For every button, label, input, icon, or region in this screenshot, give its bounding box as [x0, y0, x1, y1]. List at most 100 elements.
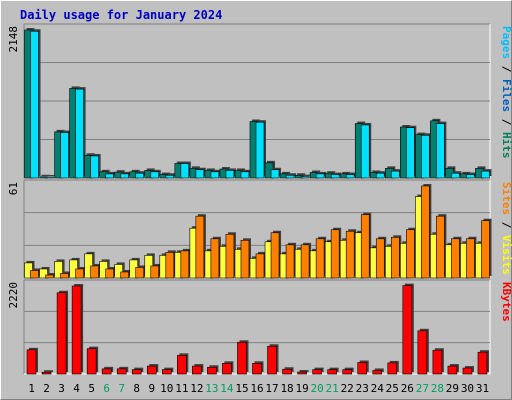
x-tick-label-day-7: 7: [118, 382, 125, 395]
bar-kbytes-kbytes-day-22-face: [342, 369, 352, 375]
bar-hits-pages-day-28-face: [436, 123, 445, 179]
bar-hits-pages-day-12-face: [195, 169, 205, 179]
bar-kbytes-kbytes-day-17-face: [267, 345, 277, 375]
bar-hits-pages-day-10-face: [165, 174, 175, 179]
bar-kbytes-kbytes-day-28-face: [432, 349, 443, 375]
x-tick-label-day-15: 15: [235, 382, 248, 395]
bar-hits-pages-day-13: [210, 169, 221, 179]
bar-kbytes-kbytes-day-14: [222, 361, 234, 375]
bar-hits-pages-day-8: [135, 171, 146, 179]
bar-kbytes-kbytes-day-23-face: [357, 362, 368, 375]
right-label-part: Sites: [500, 182, 512, 215]
panel-kbytes-right-label: KBytes: [500, 282, 512, 322]
bar-hits-pages-day-19-shadow: [303, 174, 312, 176]
x-tick-label-day-9: 9: [148, 382, 155, 395]
bar-kbytes-kbytes-day-24: [372, 368, 384, 375]
bar-hits-pages-day-27: [421, 133, 432, 179]
bar-visits-sites-day-19-face: [300, 244, 310, 279]
bar-hits-pages-day-26: [406, 125, 417, 179]
bar-hits-pages-day-2-shadow: [47, 174, 56, 176]
bar-hits-pages-day-27-face: [421, 134, 430, 179]
bar-hits-hits-day-2-shadow: [41, 174, 50, 176]
bar-kbytes-kbytes-day-25: [387, 360, 399, 375]
bar-kbytes-kbytes-day-27-face: [417, 330, 428, 375]
bar-visits-sites-day-20: [315, 236, 327, 279]
bar-kbytes-kbytes-day-21: [327, 367, 339, 375]
bar-hits-pages-day-4: [75, 87, 86, 179]
bar-kbytes-kbytes-day-26: [402, 283, 414, 375]
bar-kbytes-kbytes-day-19: [297, 370, 309, 375]
x-tick-label-day-4: 4: [73, 382, 80, 395]
bar-hits-pages-day-10: [165, 173, 176, 179]
right-label-part: Visits: [500, 235, 512, 275]
bar-visits-sites-day-11: [180, 248, 191, 279]
x-tick-label-day-25: 25: [386, 382, 399, 395]
x-tick-label-day-24: 24: [371, 382, 385, 395]
bar-hits-pages-day-4-face: [75, 88, 84, 179]
bar-kbytes-kbytes-day-12-face: [192, 365, 202, 375]
bar-hits-pages-day-22-face: [345, 174, 355, 179]
x-tick-label-day-8: 8: [133, 382, 140, 395]
bar-kbytes-kbytes-day-25-face: [387, 362, 398, 375]
x-tick-label-day-11: 11: [175, 382, 188, 395]
bar-hits-pages-day-15: [240, 169, 251, 179]
bar-visits-sites-day-31-face: [481, 220, 490, 279]
bar-kbytes-kbytes-day-9: [146, 364, 159, 375]
bar-hits-hits-day-19-shadow: [297, 173, 306, 176]
bar-hits-pages-day-7-face: [120, 173, 130, 179]
bar-visits-sites-day-25-face: [390, 236, 400, 279]
bar-hits-pages-day-18-face: [285, 174, 295, 179]
bar-visits-sites-day-18: [285, 242, 297, 279]
bar-kbytes-kbytes-day-13-face: [207, 366, 217, 375]
bar-visits-sites-day-26-face: [406, 229, 415, 279]
bar-hits-pages-day-24: [375, 171, 387, 179]
bar-visits-sites-day-2: [45, 272, 56, 279]
bar-visits-sites-day-16-face: [255, 253, 265, 279]
bar-visits-sites-day-18-face: [285, 244, 295, 279]
bar-hits-pages-day-3-face: [60, 132, 69, 179]
bar-visits-sites-day-26: [406, 227, 417, 279]
bar-visits-sites-day-19: [300, 242, 312, 279]
x-tick-label-day-28: 28: [431, 382, 444, 395]
bar-hits-pages-day-31-face: [481, 170, 490, 179]
chart-panels: 2148 Pages / Files / Hits 61 Sites / Visits…: [7, 23, 512, 375]
bar-kbytes-kbytes-day-8-face: [131, 369, 142, 375]
bar-visits-sites-day-22-face: [345, 230, 355, 279]
bar-kbytes-kbytes-day-8: [131, 367, 144, 375]
bar-kbytes-kbytes-day-10-face: [162, 369, 172, 375]
bar-kbytes-kbytes-day-3-face: [56, 292, 67, 375]
x-tick-label-day-21: 21: [326, 382, 339, 395]
bar-visits-sites-day-23: [360, 212, 372, 279]
right-label-part: Pages: [500, 26, 512, 59]
bar-kbytes-kbytes-day-15: [237, 340, 249, 375]
bar-hits-pages-day-20: [315, 171, 327, 179]
bar-visits-sites-day-11-face: [180, 250, 190, 279]
bar-visits-sites-day-9: [150, 263, 161, 279]
x-tick-label-day-13: 13: [205, 382, 218, 395]
bar-visits-sites-day-17: [270, 230, 282, 279]
bar-hits-pages-day-2: [45, 174, 56, 179]
bar-kbytes-kbytes-day-15-face: [237, 341, 247, 375]
bar-kbytes-kbytes-day-7: [116, 366, 129, 375]
x-tick-label-day-1: 1: [28, 382, 35, 395]
bar-kbytes-kbytes-day-2: [41, 370, 54, 375]
bar-visits-visits-day-3-face: [54, 261, 63, 279]
bar-kbytes-kbytes-day-17: [267, 344, 279, 375]
x-tick-label-day-27: 27: [416, 382, 429, 395]
bar-visits-sites-day-30-face: [466, 238, 475, 279]
bar-visits-sites-day-12: [195, 214, 206, 279]
bar-visits-sites-day-4: [75, 266, 86, 279]
bar-hits-pages-day-30: [466, 172, 477, 179]
bar-hits-pages-day-14-face: [225, 170, 235, 179]
bar-visits-sites-day-1-face: [30, 270, 39, 279]
bar-kbytes-kbytes-day-16-face: [252, 362, 262, 375]
bar-hits-pages-day-6-face: [105, 173, 114, 179]
bar-visits-sites-day-4-face: [75, 268, 84, 279]
bar-hits-pages-day-22: [345, 172, 357, 179]
bar-visits-sites-day-5: [90, 263, 101, 279]
bar-hits-pages-day-9-face: [150, 171, 160, 179]
x-tick-label-day-3: 3: [58, 382, 65, 395]
right-label-part: /: [500, 112, 512, 132]
bar-visits-sites-day-21: [330, 227, 342, 279]
